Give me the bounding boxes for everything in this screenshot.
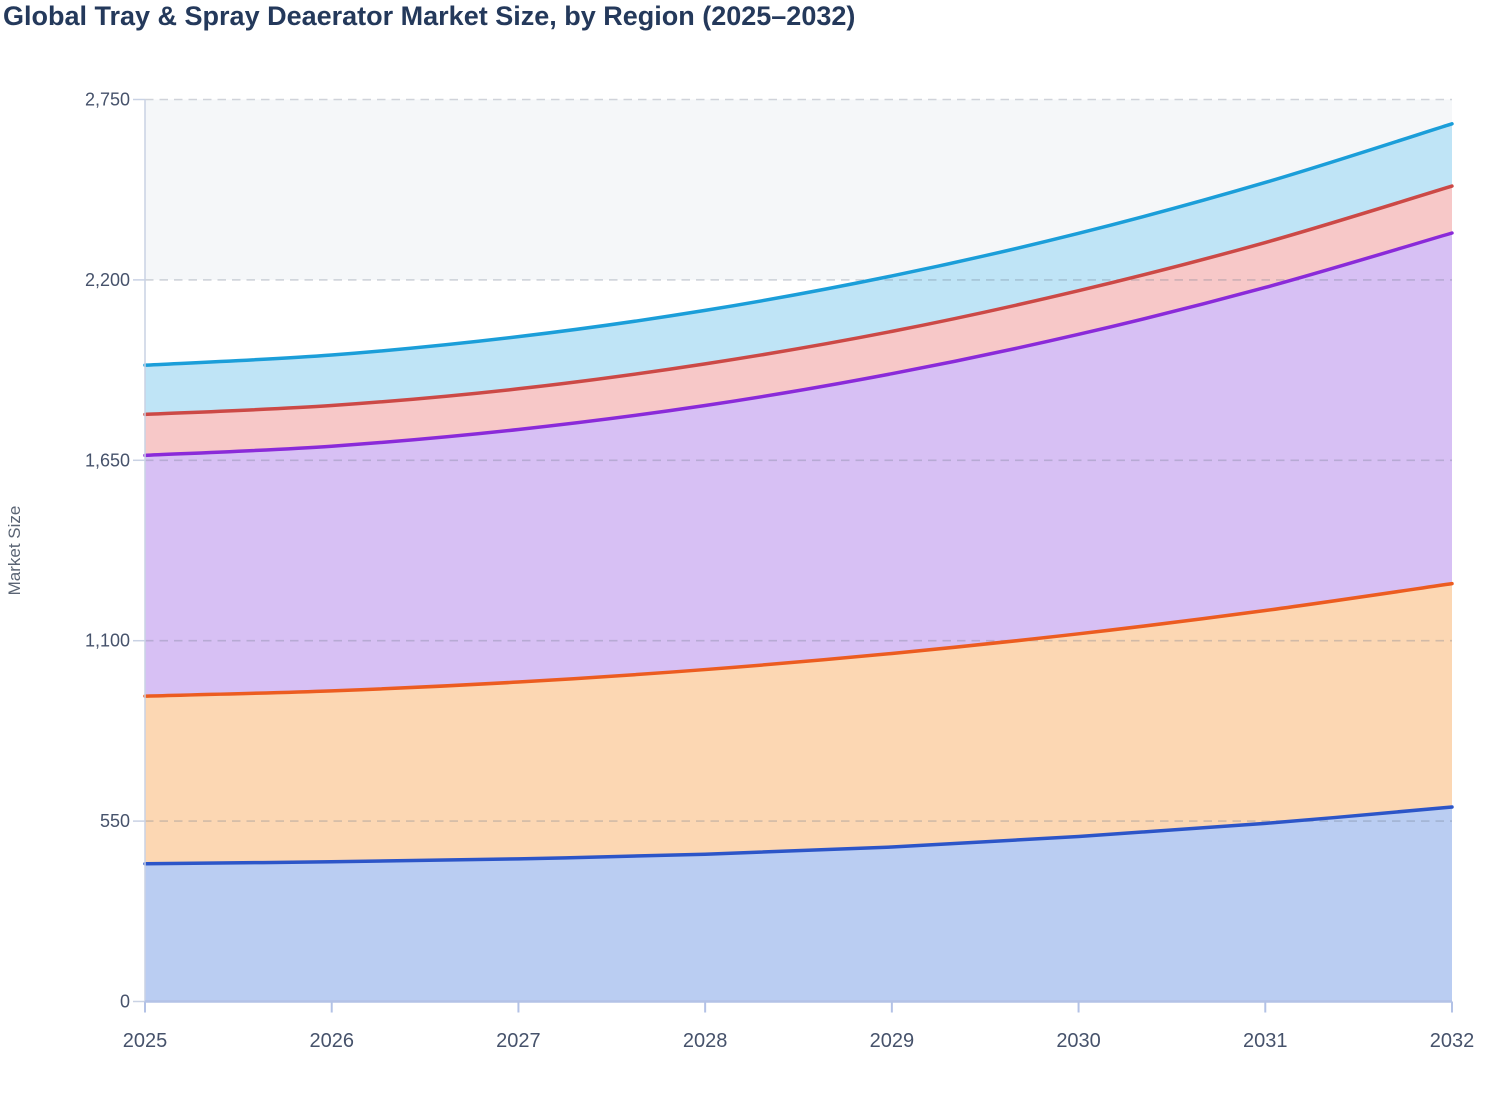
x-tick-label-2026: 2026	[309, 1030, 354, 1052]
y-tick-label-1650: 1,650	[85, 450, 130, 470]
x-tick-label-2028: 2028	[683, 1030, 728, 1052]
x-tick-label-2030: 2030	[1056, 1030, 1101, 1052]
line-series-red[interactable]	[143, 184, 1454, 417]
y-tick-label-0: 0	[120, 992, 130, 1012]
y-tick-label-1100: 1,100	[85, 631, 130, 651]
x-tick-label-2032: 2032	[1430, 1030, 1475, 1052]
line-series-orange[interactable]	[143, 581, 1454, 698]
line-series-purple[interactable]	[143, 231, 1454, 458]
y-tick-label-2750: 2,750	[85, 90, 130, 110]
x-tick-label-2031: 2031	[1243, 1030, 1288, 1052]
chart-title: Global Tray & Spray Deaerator Market Siz…	[3, 1, 856, 31]
x-tick-label-2027: 2027	[496, 1030, 541, 1052]
line-series-blue-bottom[interactable]	[143, 805, 1454, 866]
x-tick-label-2025: 2025	[123, 1030, 168, 1052]
y-axis-title: Market Size	[5, 506, 24, 596]
area-series-blue-bottom[interactable]	[145, 807, 1452, 1002]
y-tick-label-2200: 2,200	[85, 270, 130, 290]
x-tick-label-2029: 2029	[870, 1030, 915, 1052]
y-tick-label-550: 550	[100, 811, 130, 831]
line-series-cyan-top[interactable]	[143, 122, 1454, 367]
